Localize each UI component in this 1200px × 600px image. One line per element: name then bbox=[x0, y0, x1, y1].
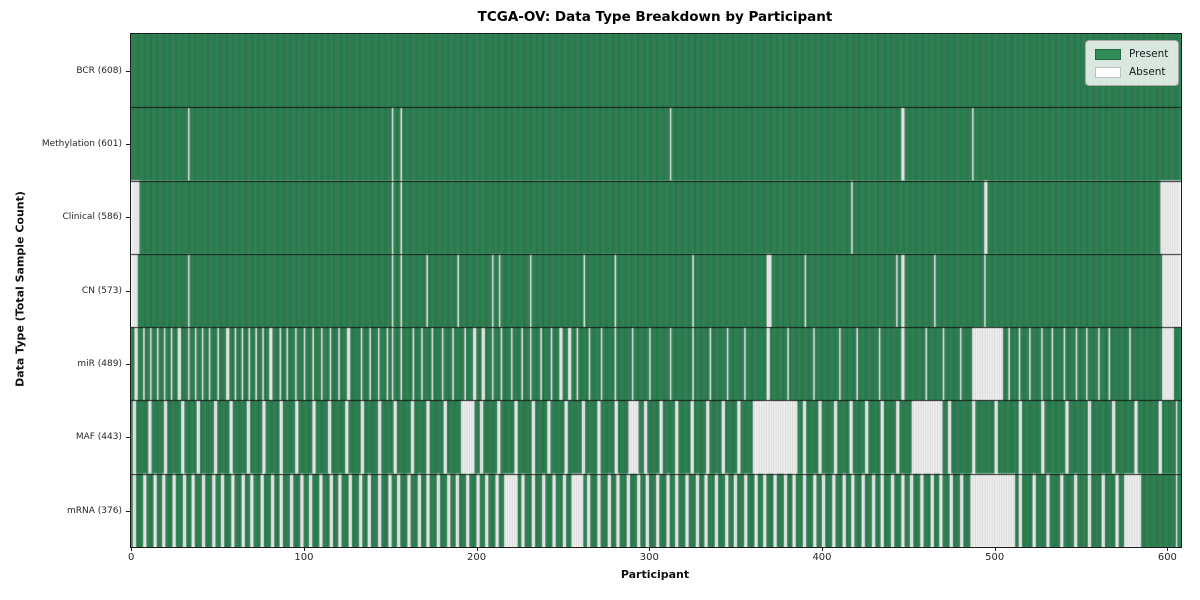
y-tick-label: CN (573) bbox=[81, 285, 122, 296]
x-tick-label: 500 bbox=[985, 552, 1005, 563]
y-tick-mark bbox=[126, 217, 130, 218]
y-tick-label: mRNA (376) bbox=[67, 505, 122, 516]
legend: Present Absent bbox=[1085, 40, 1180, 86]
x-tick-mark bbox=[821, 547, 823, 551]
x-tick-label: 200 bbox=[467, 552, 487, 563]
legend-entry-absent: Absent bbox=[1095, 66, 1168, 78]
heatmap-canvas bbox=[131, 34, 1181, 547]
y-tick-mark bbox=[126, 511, 130, 512]
x-tick-label: 300 bbox=[639, 552, 659, 563]
y-tick-label: BCR (608) bbox=[76, 65, 122, 76]
x-tick-mark bbox=[131, 547, 133, 551]
x-tick-label: 0 bbox=[128, 552, 135, 563]
y-tick-mark bbox=[126, 437, 130, 438]
y-tick-mark bbox=[126, 364, 130, 365]
x-tick-mark bbox=[476, 547, 478, 551]
legend-label-absent: Absent bbox=[1129, 66, 1166, 78]
plot-area bbox=[130, 33, 1182, 548]
y-tick-label: MAF (443) bbox=[75, 432, 122, 443]
x-tick-mark bbox=[994, 547, 996, 551]
x-axis-label: Participant bbox=[620, 568, 690, 581]
y-tick-label: Methylation (601) bbox=[41, 139, 122, 150]
y-tick-mark bbox=[126, 144, 130, 145]
y-tick-mark bbox=[126, 291, 130, 292]
chart-title: TCGA-OV: Data Type Breakdown by Particip… bbox=[477, 9, 833, 25]
x-tick-mark bbox=[1167, 547, 1169, 551]
y-tick-label: Clinical (586) bbox=[62, 212, 122, 223]
absent-swatch bbox=[1095, 66, 1121, 78]
x-tick-label: 600 bbox=[1157, 552, 1177, 563]
x-tick-label: 100 bbox=[294, 552, 314, 563]
x-tick-mark bbox=[303, 547, 305, 551]
y-tick-label: miR (489) bbox=[77, 358, 122, 369]
legend-label-present: Present bbox=[1129, 48, 1169, 60]
x-tick-label: 400 bbox=[812, 552, 832, 563]
x-tick-mark bbox=[649, 547, 651, 551]
legend-entry-present: Present bbox=[1095, 48, 1168, 60]
present-swatch bbox=[1095, 48, 1121, 60]
y-tick-mark bbox=[126, 71, 130, 72]
